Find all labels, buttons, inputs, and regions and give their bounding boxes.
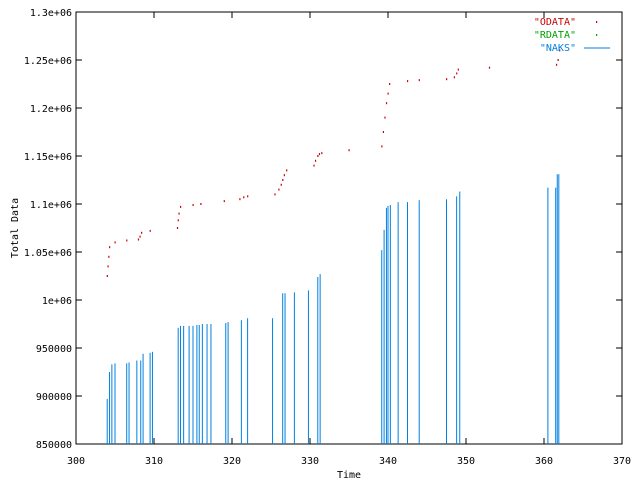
- data-point: [239, 198, 241, 201]
- x-axis-label: Time: [337, 470, 361, 480]
- x-tick-label: 330: [301, 456, 319, 467]
- x-tick-label: 320: [223, 456, 241, 467]
- data-point: [114, 241, 116, 244]
- data-point: [453, 76, 455, 79]
- data-point: [555, 63, 558, 66]
- data-point: [385, 102, 388, 105]
- data-point: [178, 212, 180, 215]
- x-tick-label: 310: [145, 456, 163, 467]
- data-point: [559, 49, 561, 52]
- y-tick-label: 1.25e+06: [24, 56, 72, 67]
- x-tick-label: 350: [457, 456, 475, 467]
- legend-label: "ODATA": [534, 17, 576, 28]
- data-point: [139, 235, 141, 238]
- x-tick-label: 370: [613, 456, 631, 467]
- data-point: [283, 174, 285, 177]
- legend: "ODATA" "RDATA" "NAKS": [534, 17, 610, 54]
- data-point: [126, 239, 128, 242]
- data-point: [488, 66, 491, 69]
- data-point: [106, 275, 108, 277]
- y-tick-label: 850000: [36, 440, 72, 451]
- data-point: [223, 200, 225, 203]
- data-point: [200, 203, 202, 205]
- data-point: [141, 231, 143, 234]
- data-point: [348, 149, 350, 152]
- data-point: [247, 195, 249, 198]
- data-point: [313, 164, 315, 167]
- data-point: [274, 193, 276, 196]
- data-point: [407, 80, 409, 83]
- data-point: [389, 83, 391, 85]
- data-point: [457, 68, 459, 71]
- legend-swatch: [596, 21, 598, 23]
- y-tick-label: 900000: [36, 392, 72, 403]
- y-tick-label: 1.15e+06: [24, 152, 72, 163]
- data-point: [278, 188, 280, 191]
- data-point: [381, 145, 383, 148]
- data-point: [456, 72, 458, 75]
- data-point: [177, 219, 179, 222]
- data-point: [109, 246, 111, 249]
- data-point: [314, 159, 317, 162]
- legend-swatch: [596, 34, 598, 36]
- plot-border: [75, 11, 623, 445]
- x-tick-label: 300: [67, 456, 85, 467]
- y-tick-label: 1.2e+06: [30, 104, 72, 115]
- data-point: [387, 92, 389, 95]
- plot-marks: [106, 49, 561, 444]
- y-tick-label: 1.05e+06: [24, 248, 72, 259]
- data-point: [176, 227, 179, 229]
- data-point: [317, 155, 319, 157]
- y-tick-label: 1e+06: [42, 296, 72, 307]
- data-point: [243, 196, 245, 199]
- data-point: [108, 255, 110, 258]
- legend-label: "NAKS": [540, 43, 576, 54]
- x-axis-ticks: 300 310 320 330 340 350 360 370: [67, 12, 631, 467]
- data-point: [280, 183, 282, 186]
- data-point: [192, 203, 194, 206]
- data-point: [321, 152, 323, 155]
- y-axis-ticks: 850000 900000 950000 1e+06 1.05e+06 1.1e+06 1.…: [24, 8, 622, 451]
- legend-label: "RDATA": [534, 30, 576, 41]
- data-point: [446, 78, 448, 81]
- y-tick-label: 950000: [36, 344, 72, 355]
- data-point: [384, 116, 386, 119]
- data-point: [180, 205, 182, 208]
- y-tick-label: 1.1e+06: [30, 200, 72, 211]
- y-axis-label: Total Data: [10, 198, 21, 258]
- x-tick-label: 360: [535, 456, 553, 467]
- data-point: [107, 265, 109, 268]
- x-tick-label: 340: [379, 456, 397, 467]
- y-tick-label: 1.3e+06: [30, 8, 72, 19]
- data-point: [318, 153, 321, 156]
- data-point: [418, 79, 420, 82]
- data-point: [282, 179, 284, 181]
- data-point: [557, 59, 559, 61]
- data-point: [149, 229, 151, 232]
- data-point: [286, 169, 288, 172]
- data-point: [382, 131, 385, 133]
- data-point: [137, 238, 140, 241]
